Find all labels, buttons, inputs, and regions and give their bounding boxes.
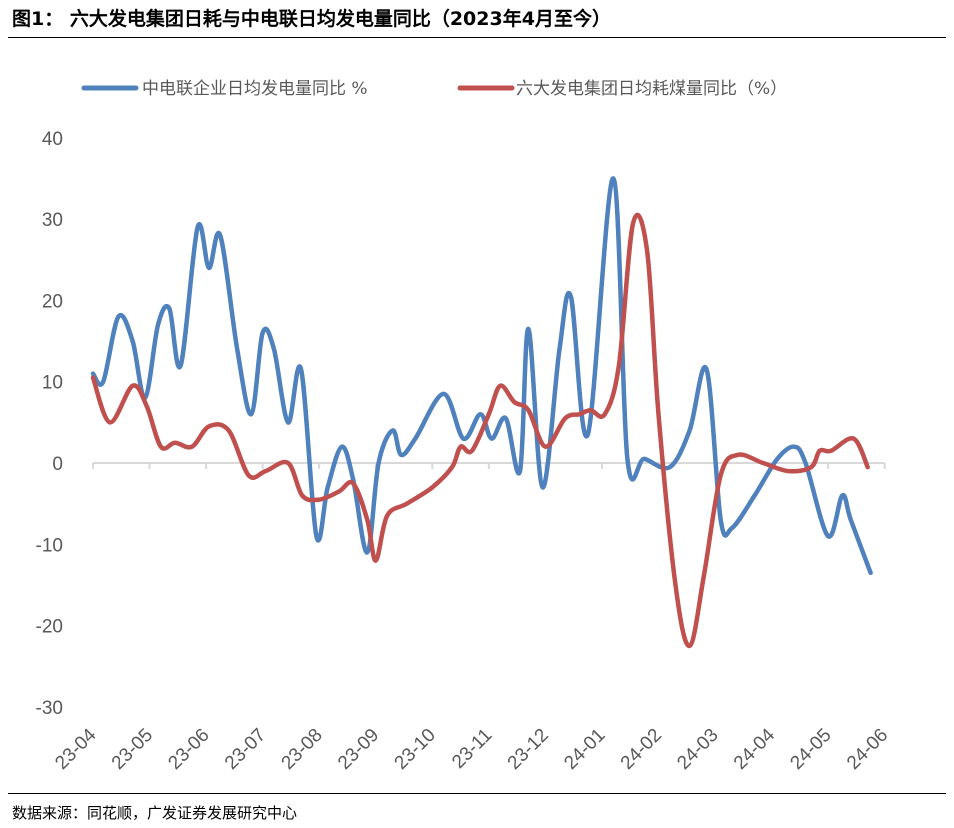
x-tick-label: 24-01 [560,725,609,774]
x-tick-label: 23-04 [51,724,101,774]
source-note: 数据来源：同花顺，广发证券发展研究中心 [12,804,298,822]
y-tick-label: 0 [52,454,63,475]
legend: 中电联企业日均发电量同比 % 六大发电集团日均耗煤量同比（%） [81,79,787,99]
x-tick-label: 23-12 [504,725,553,774]
x-tick-label: 23-05 [108,725,157,774]
x-tick-label: 24-06 [843,725,892,774]
x-tick-label: 23-07 [221,725,270,774]
y-tick-label: -20 [36,617,63,638]
series-line-generation [90,176,873,576]
y-tick-label: 20 [42,291,63,312]
y-tick-label: 40 [42,129,63,150]
series-line-coal-consumption [90,212,870,649]
chart-title: 图1： 六大发电集团日耗与中电联日均发电量同比（2023年4月至今） [12,8,611,30]
x-tick-label: 24-05 [786,725,835,774]
plot-area [90,176,873,649]
x-tick-label: 23-06 [164,725,213,774]
x-tick-label: 23-08 [278,725,327,774]
legend-label-red: 六大发电集团日均耗煤量同比（%） [516,79,787,99]
y-axis: 40 30 20 10 0 -10 -20 -30 [36,129,63,719]
legend-label-blue: 中电联企业日均发电量同比 % [142,79,368,99]
x-tick-label: 23-10 [391,725,440,774]
x-tick-label: 23-11 [448,725,496,773]
y-tick-label: 10 [42,373,63,394]
y-tick-label: -10 [36,535,63,556]
top-divider [8,37,946,38]
line-chart: 中电联企业日均发电量同比 % 六大发电集团日均耗煤量同比（%） 40 30 20 10… [36,79,893,774]
x-tick-label: 23-09 [334,725,383,774]
x-tick-label: 24-02 [617,725,666,774]
x-axis: 23-04 23-05 23-06 23-07 23-08 23-09 23-10 23-11… [51,462,892,774]
y-tick-label: 30 [42,210,63,231]
y-tick-label: -30 [36,698,63,719]
x-tick-label: 24-03 [673,725,722,774]
x-tick-label: 24-04 [730,724,780,774]
bottom-divider [8,793,946,794]
